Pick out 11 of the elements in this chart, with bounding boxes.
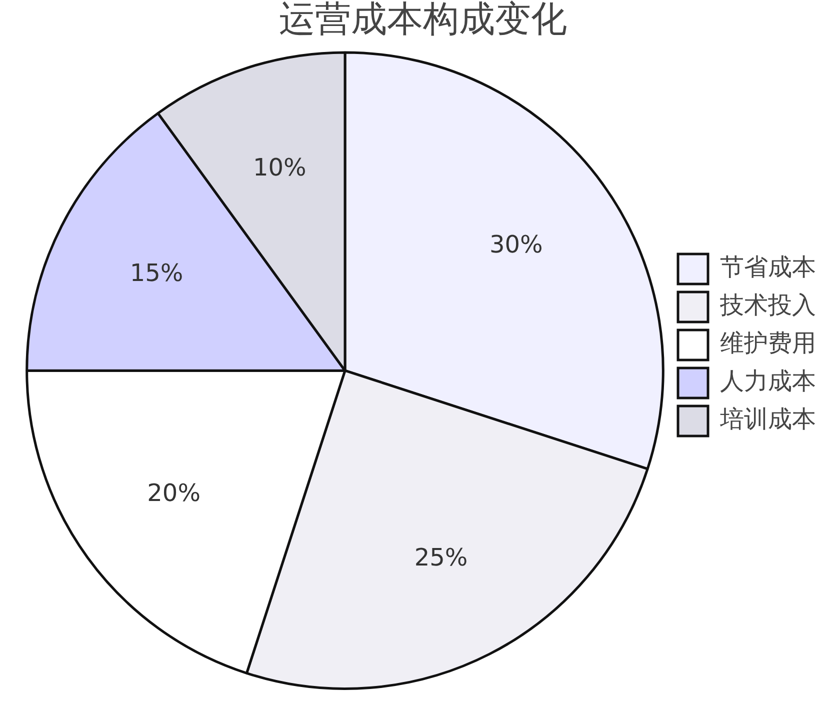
data-label: 25% [414, 543, 468, 572]
chart-title: 运营成本构成变化 [279, 0, 567, 40]
legend-label: 培训成本 [719, 405, 816, 434]
legend-label: 技术投入 [719, 291, 816, 320]
data-label: 20% [147, 479, 201, 508]
legend-label: 节省成本 [720, 253, 816, 282]
data-label: 10% [252, 154, 306, 182]
legend-label: 维护费用 [720, 329, 816, 358]
data-label: 30% [489, 230, 543, 258]
legend-label: 人力成本 [720, 367, 816, 396]
data-label: 15% [130, 258, 184, 287]
